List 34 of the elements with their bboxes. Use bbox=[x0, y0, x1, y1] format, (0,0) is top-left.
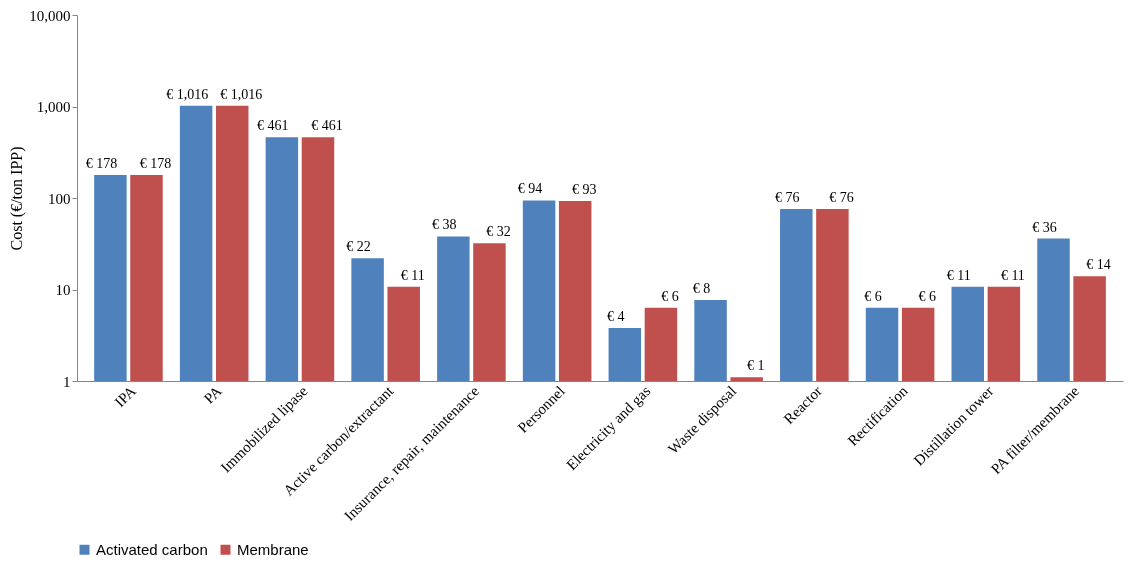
data-label: € 14 bbox=[1086, 257, 1111, 273]
data-label: € 1,016 bbox=[166, 86, 209, 102]
data-label: € 1,016 bbox=[220, 86, 263, 102]
y-tick-label: 100 bbox=[48, 190, 71, 207]
data-label: € 6 bbox=[661, 288, 679, 304]
data-label: € 11 bbox=[946, 267, 971, 283]
data-label: € 94 bbox=[517, 181, 543, 197]
x-tick-label: IPA bbox=[111, 382, 140, 411]
y-tick-label: 10 bbox=[55, 282, 71, 298]
y-tick-label: 1 bbox=[63, 373, 71, 390]
data-label: € 6 bbox=[918, 288, 936, 304]
data-label: € 178 bbox=[85, 156, 118, 172]
data-label: € 11 bbox=[400, 267, 425, 283]
y-tick-label: 10,000 bbox=[29, 7, 71, 24]
y-axis-title: Cost (€/ton IPP) bbox=[8, 146, 27, 251]
data-label: € 36 bbox=[1032, 219, 1057, 235]
data-label: € 22 bbox=[346, 239, 371, 255]
legend-label: Activated carbon bbox=[96, 540, 208, 558]
x-tick-label: PA bbox=[200, 382, 225, 407]
data-label: € 93 bbox=[571, 181, 597, 197]
data-label: € 38 bbox=[432, 217, 457, 233]
data-label: € 461 bbox=[257, 118, 289, 134]
data-label: € 8 bbox=[692, 280, 711, 296]
data-label: € 76 bbox=[775, 189, 800, 205]
data-label: € 178 bbox=[139, 156, 172, 172]
data-label: € 461 bbox=[311, 118, 343, 134]
data-label: € 6 bbox=[864, 288, 882, 304]
data-label: € 11 bbox=[1000, 267, 1025, 283]
legend-label: Membrane bbox=[237, 540, 309, 558]
data-label: € 32 bbox=[486, 224, 511, 240]
data-label: € 4 bbox=[607, 308, 625, 324]
data-label: € 1 bbox=[746, 358, 765, 374]
y-tick-label: 1,000 bbox=[36, 99, 71, 115]
data-label: € 76 bbox=[829, 189, 854, 205]
